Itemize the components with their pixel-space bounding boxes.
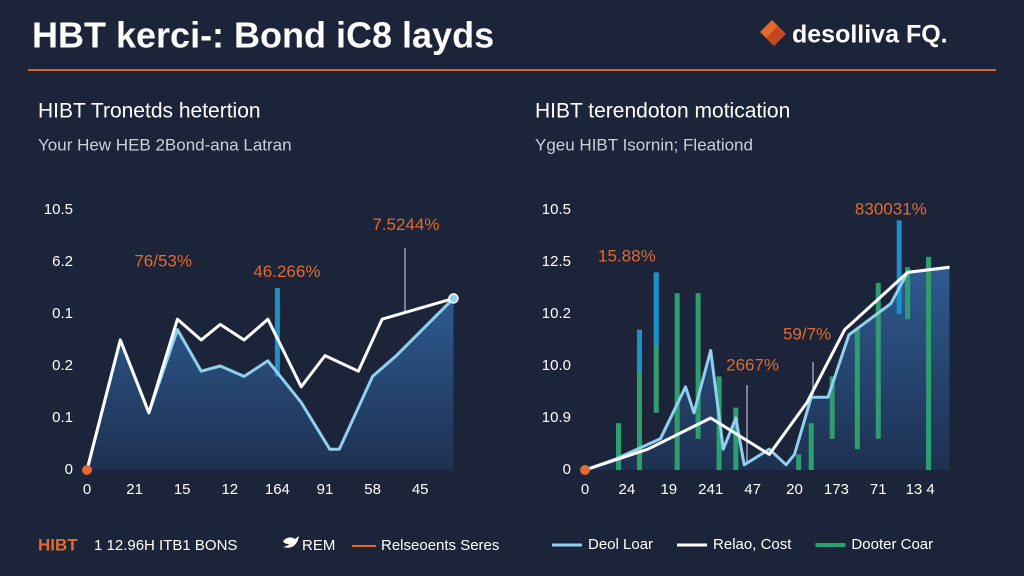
y-tick-label: 0.1	[52, 409, 73, 426]
range-bar	[636, 340, 642, 470]
y-tick-label: 10.5	[542, 201, 571, 218]
y-tick-label: 0	[563, 461, 571, 478]
range-bar	[808, 423, 814, 470]
x-tick-label: 0	[581, 481, 589, 498]
x-tick-label: 24	[619, 481, 636, 498]
annotation: 2667%	[726, 355, 779, 374]
x-tick-label: 47	[744, 481, 761, 498]
x-tick-label: 91	[317, 481, 334, 498]
range-bar	[616, 423, 622, 470]
x-tick-label: 20	[786, 481, 803, 498]
x-tick-label: 0	[83, 481, 91, 498]
y-tick-label: 6.2	[52, 253, 73, 270]
y-tick-label: 0	[65, 461, 73, 478]
end-dot	[448, 293, 459, 304]
logo-text: desolliva FQ.	[792, 21, 948, 49]
x-tick-label: 21	[126, 481, 143, 498]
x-tick-label: 15	[174, 481, 191, 498]
range-bar	[653, 272, 659, 346]
range-bar	[875, 282, 881, 439]
x-tick-label: 45	[412, 481, 429, 498]
footer-text: 1 12.96H ITB1 BONS	[94, 537, 237, 554]
y-tick-label: 10.2	[542, 305, 571, 322]
logo-icon	[760, 20, 786, 46]
line	[85, 296, 454, 471]
footer-icon-text: REM	[302, 537, 335, 554]
x-tick-label: 13 4	[906, 481, 935, 498]
line	[584, 265, 950, 472]
range-bar	[674, 293, 680, 470]
line	[584, 265, 950, 472]
x-tick-label: 164	[265, 481, 290, 498]
chart-title: HIBT terendoton motication	[535, 100, 790, 123]
x-tick-label: 19	[660, 481, 677, 498]
range-bar	[695, 293, 701, 439]
annotation: 7.5244%	[372, 215, 439, 234]
origin-dot	[580, 465, 590, 475]
legend: Deol Loar Relao, Cost Dooter Coar	[552, 536, 933, 553]
y-tick-label: 0.1	[52, 305, 73, 322]
range-bar	[896, 220, 902, 314]
chart-subtitle: Ygeu HIBT Isornin; Fleationd	[535, 135, 753, 154]
x-tick-label: 173	[824, 481, 849, 498]
chart-subtitle: Your Hew HEB 2Bond-ana Latran	[38, 135, 292, 154]
page-title: HBT kerci-: Bond iC8 layds	[32, 15, 494, 56]
y-tick-label: 10.0	[542, 357, 571, 374]
footer-icon	[283, 536, 299, 548]
range-bar	[854, 329, 860, 450]
chart-title: HIBT Tronetds hetertion	[38, 100, 261, 123]
legend-label: Deol Loar	[588, 536, 653, 553]
x-tick-label: 58	[364, 481, 381, 498]
legend-label: Dooter Coar	[851, 536, 933, 553]
range-bar	[636, 329, 642, 372]
x-tick-label: 71	[870, 481, 887, 498]
annotation: 46.266%	[253, 262, 320, 281]
range-bar	[733, 407, 739, 470]
range-bar	[796, 454, 802, 470]
range-bar	[905, 267, 911, 320]
annotation: 59/7%	[783, 324, 831, 343]
area	[87, 298, 454, 470]
annotation: 76/53%	[134, 251, 192, 270]
y-tick-label: 10.5	[44, 201, 73, 218]
annotation: 15.88%	[598, 246, 656, 265]
y-tick-label: 12.5	[542, 253, 571, 270]
y-tick-label: 0.2	[52, 357, 73, 374]
footer-series-text: Relseoents Seres	[381, 537, 499, 554]
x-tick-label: 12	[221, 481, 238, 498]
range-bar	[926, 256, 932, 470]
legend-label: Relao, Cost	[713, 536, 792, 553]
origin-dot	[82, 465, 92, 475]
range-bar	[274, 288, 280, 377]
x-tick-label: 241	[698, 481, 723, 498]
range-bar	[829, 376, 835, 439]
annotation: 830031%	[855, 199, 927, 218]
footer-brand: HIBT	[38, 535, 78, 554]
y-tick-label: 10.9	[542, 409, 571, 426]
